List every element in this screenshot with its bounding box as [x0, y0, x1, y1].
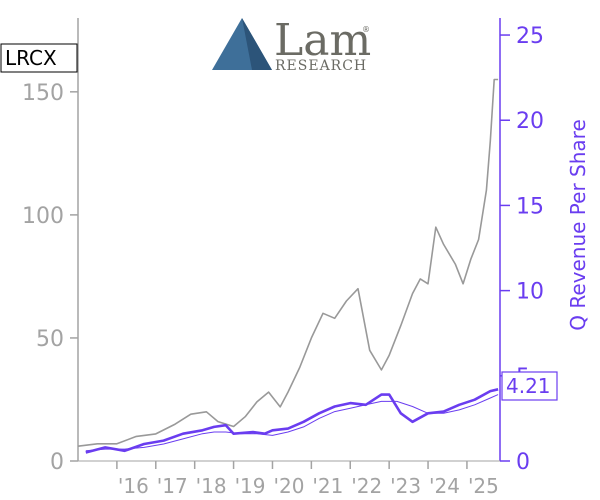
x-tick-label: '19: [235, 474, 266, 498]
last-value-text: 4.21: [506, 374, 551, 398]
logo-subtitle: RESEARCH: [275, 58, 367, 74]
left-axis-ticks: 0 50 100 150: [22, 81, 78, 475]
left-tick-label: 150: [22, 81, 64, 106]
right-axis-label: Q Revenue Per Share: [566, 119, 590, 331]
logo-registered-mark: ®: [362, 25, 370, 34]
x-tick-label: '24: [429, 474, 460, 498]
ticker-text: LRCX: [5, 46, 57, 70]
ticker-box: [0, 43, 78, 73]
lam-research-logo: Lam ® RESEARCH: [212, 15, 371, 74]
right-tick-label: 20: [516, 109, 544, 134]
x-tick-label: '17: [157, 474, 188, 498]
last-value-box: [501, 371, 558, 401]
plot-lines: [77, 78, 499, 454]
x-tick-label: '18: [196, 474, 227, 498]
x-tick-label: '23: [390, 474, 421, 498]
x-tick-label: '20: [273, 474, 304, 498]
right-tick-label: 10: [516, 280, 544, 305]
price-series-line: [77, 78, 499, 447]
left-tick-label: 100: [22, 204, 64, 229]
right-tick-label: 0: [516, 450, 530, 475]
x-tick-label: '25: [468, 474, 499, 498]
left-tick-label: 0: [50, 450, 64, 475]
right-tick-label: 15: [516, 194, 544, 219]
x-tick-label: '16: [118, 474, 149, 498]
x-tick-label: '22: [351, 474, 382, 498]
x-tick-label: '21: [312, 474, 343, 498]
logo-word: Lam: [274, 15, 371, 66]
revenue-quarterly-series-line: [85, 388, 499, 454]
left-tick-label: 50: [36, 327, 64, 352]
right-axis-ticks: 0510152025: [500, 24, 544, 475]
last-value-label: 4.21: [501, 371, 558, 401]
ticker-label: LRCX: [0, 43, 78, 73]
x-axis-ticks: '16 '17 '18 '19 '20 '21 '22 '23 '24 '25: [116, 461, 499, 498]
logo-triangle-shade-icon: [242, 18, 272, 70]
right-tick-label: 25: [516, 24, 544, 49]
